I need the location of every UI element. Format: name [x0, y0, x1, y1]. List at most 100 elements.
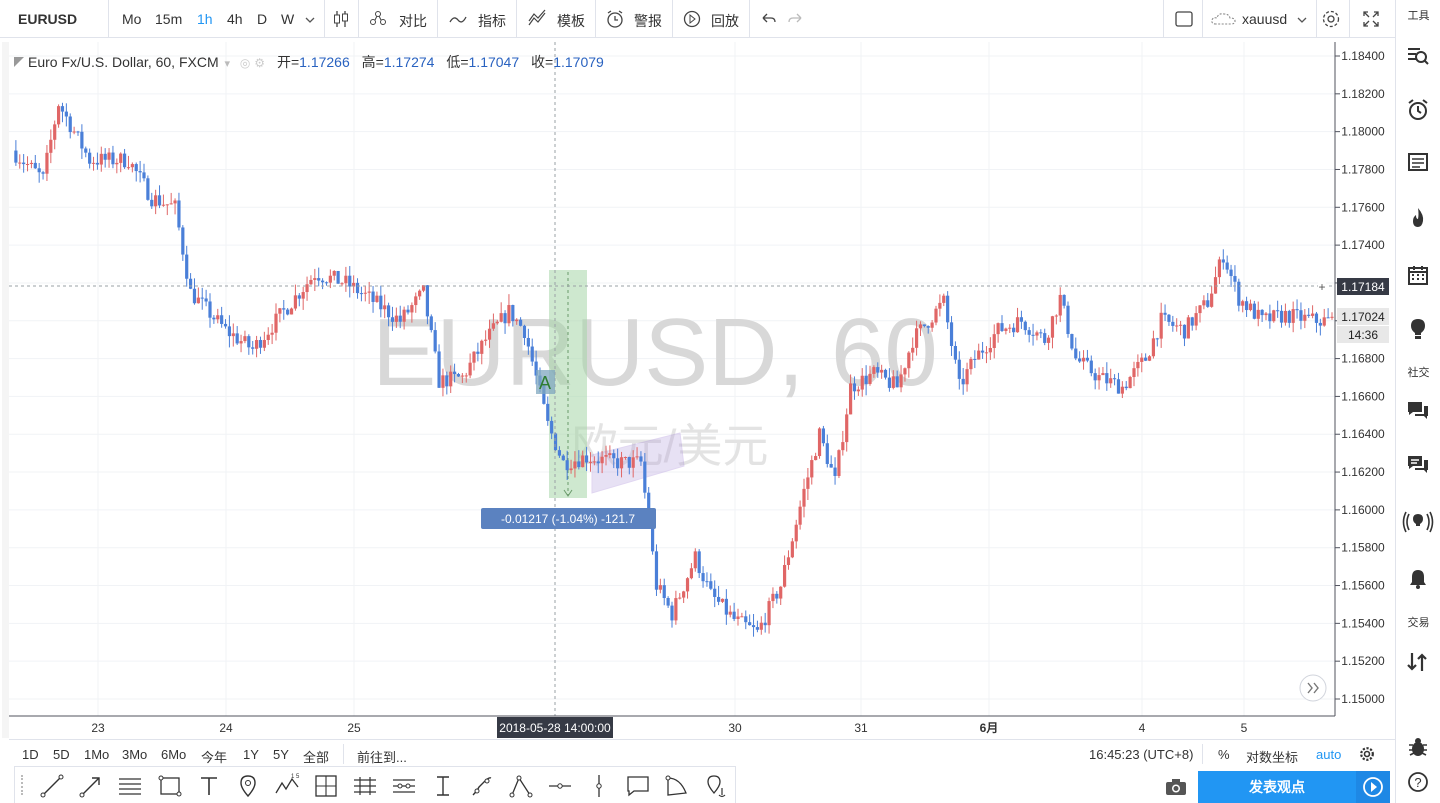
hotlist-flame-icon[interactable]: [1406, 206, 1430, 230]
indicators-icon[interactable]: [448, 9, 468, 29]
candle-body: [138, 171, 142, 173]
arrow-line-icon[interactable]: [78, 773, 104, 799]
triangle-pattern-icon[interactable]: [508, 773, 534, 799]
candle-body: [1128, 376, 1132, 389]
pin-marker-icon[interactable]: [235, 773, 261, 799]
indicators-button[interactable]: 指标: [478, 13, 506, 29]
candle-body: [499, 313, 503, 322]
range-5d[interactable]: 5D: [53, 747, 70, 762]
candle-body: [1310, 313, 1315, 316]
settings-small-icon[interactable]: ⚙: [254, 56, 266, 70]
interval-mo[interactable]: Mo: [122, 11, 142, 27]
settings-gear-icon[interactable]: [1321, 9, 1341, 29]
interval-15m[interactable]: 15m: [155, 11, 183, 27]
publish-idea-button[interactable]: 发表观点: [1198, 771, 1356, 803]
text-tool-icon[interactable]: [196, 773, 222, 799]
templates-button[interactable]: 模板: [557, 13, 585, 29]
bug-icon[interactable]: [1406, 735, 1430, 759]
chevron-down-icon[interactable]: [304, 14, 316, 26]
ideas-lightbulb-icon[interactable]: [1406, 317, 1430, 341]
interval-4h[interactable]: 4h: [227, 11, 243, 27]
eye-icon[interactable]: ◎: [239, 56, 251, 70]
notifications-bell-icon[interactable]: [1406, 567, 1430, 591]
camera-icon[interactable]: [1165, 777, 1187, 797]
cloud-layout-name[interactable]: xauusd: [1242, 11, 1288, 27]
candle-body: [639, 456, 643, 462]
expand-icon[interactable]: [1361, 9, 1381, 29]
candle-body: [216, 315, 220, 320]
gann-box-icon[interactable]: [313, 773, 339, 799]
interval-w[interactable]: W: [281, 11, 295, 27]
elliott-wave-icon[interactable]: 1 5: [274, 773, 300, 799]
percent-toggle[interactable]: %: [1218, 747, 1230, 762]
drag-handle[interactable]: [21, 775, 25, 795]
symbol-search[interactable]: EURUSD: [18, 11, 78, 27]
trend-line-icon[interactable]: [39, 773, 65, 799]
chat-icon[interactable]: [1406, 398, 1430, 422]
interval-d[interactable]: D: [257, 11, 268, 27]
anchor-pin-icon[interactable]: [703, 773, 729, 799]
forecast-icon[interactable]: [391, 773, 417, 799]
range-6mo[interactable]: 6Mo: [161, 747, 187, 762]
candle-style-icon[interactable]: [331, 9, 351, 29]
calendar-icon[interactable]: [1406, 263, 1430, 287]
auto-scale-toggle[interactable]: auto: [1316, 747, 1342, 762]
publish-dropdown-button[interactable]: [1356, 771, 1390, 803]
fullscreen-square-icon[interactable]: [1174, 9, 1194, 29]
horizontal-lines-icon[interactable]: [117, 773, 143, 799]
replay-icon[interactable]: [682, 9, 702, 29]
horizontal-ray-icon[interactable]: [547, 773, 573, 799]
range-all[interactable]: 全部: [303, 750, 330, 765]
candle-body: [301, 292, 305, 299]
range-1y[interactable]: 1Y: [243, 747, 259, 762]
range-3mo[interactable]: 3Mo: [122, 747, 148, 762]
vertical-line-icon[interactable]: [586, 773, 612, 799]
templates-icon[interactable]: [527, 9, 547, 29]
help-icon[interactable]: ?: [1406, 770, 1430, 794]
streams-icon[interactable]: [1402, 510, 1434, 534]
candle-body: [88, 152, 92, 164]
replay-button[interactable]: 回放: [711, 13, 739, 29]
goto-date-button[interactable]: 前往到...: [357, 750, 407, 765]
long-position-icon[interactable]: [352, 773, 378, 799]
compare-icon[interactable]: [368, 9, 388, 29]
log-scale-toggle[interactable]: 对数坐标: [1246, 750, 1299, 765]
series-title[interactable]: Euro Fx/U.S. Dollar, 60, FXCM: [28, 54, 219, 70]
settings-gear-icon[interactable]: [1359, 746, 1375, 762]
range-1mo[interactable]: 1Mo: [84, 747, 110, 762]
redo-icon[interactable]: [786, 9, 806, 29]
candle-body: [1272, 310, 1276, 322]
arc-icon[interactable]: [664, 773, 690, 799]
candle-body: [581, 455, 585, 468]
price-chart[interactable]: EURUSD, 60 欧元/美元 1.184001.182001.180001.…: [0, 0, 1395, 803]
candle-body: [693, 551, 697, 569]
scroll-to-realtime-button[interactable]: [1299, 674, 1327, 702]
alert-clock-icon[interactable]: [605, 9, 625, 29]
parallel-channel: [591, 432, 685, 494]
watchlist-search-icon[interactable]: [1406, 44, 1430, 68]
interval-1h[interactable]: 1h: [197, 11, 213, 27]
trading-panel-icon[interactable]: [1406, 650, 1430, 674]
range-5y[interactable]: 5Y: [273, 747, 289, 762]
news-list-icon[interactable]: [1406, 150, 1430, 174]
chevron-down-icon[interactable]: [1296, 14, 1308, 26]
candle-body: [1101, 373, 1105, 376]
undo-icon[interactable]: [758, 9, 778, 29]
time-axis-label: 4: [1139, 721, 1146, 735]
cloud-icon[interactable]: [1210, 9, 1238, 29]
price-range-icon[interactable]: [430, 773, 456, 799]
chevron-down-icon[interactable]: ▾: [224, 58, 231, 70]
range-ytd[interactable]: 今年: [201, 750, 228, 765]
candle-body: [181, 227, 185, 255]
collapse-arrow-icon[interactable]: [14, 57, 24, 67]
clock-time[interactable]: 16:45:23 (UTC+8): [1089, 747, 1194, 762]
compare-button[interactable]: 对比: [399, 13, 427, 29]
range-1d[interactable]: 1D: [22, 747, 39, 762]
candle-body: [907, 352, 911, 369]
alarm-clock-icon[interactable]: [1406, 98, 1430, 122]
alert-button[interactable]: 警报: [634, 13, 662, 29]
callout-icon[interactable]: [625, 773, 651, 799]
rectangle-icon[interactable]: [157, 773, 183, 799]
private-chat-icon[interactable]: [1406, 452, 1430, 476]
brush-icon[interactable]: [469, 773, 495, 799]
